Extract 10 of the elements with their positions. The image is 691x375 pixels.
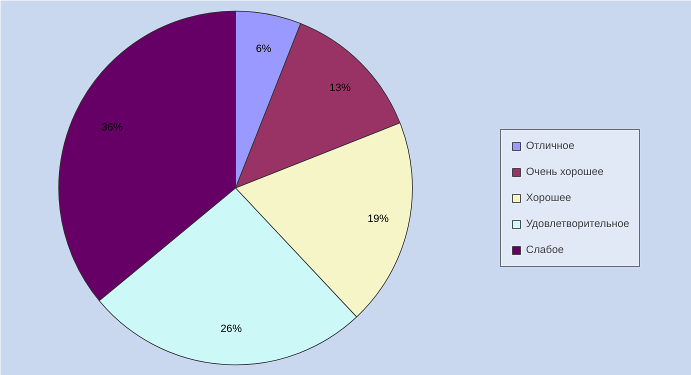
- data-label: 19%: [367, 212, 390, 225]
- data-label: 13%: [329, 82, 352, 94]
- legend-label: Удовлетворительное: [526, 218, 630, 230]
- legend-label: Очень хорошее: [526, 166, 604, 178]
- data-label: 36%: [101, 122, 124, 134]
- data-label: 26%: [220, 323, 242, 336]
- legend-label: Отличное: [526, 140, 574, 152]
- legend-label: Хорошее: [526, 192, 572, 204]
- legend-label: Слабое: [526, 244, 564, 256]
- data-label: 6%: [256, 42, 272, 55]
